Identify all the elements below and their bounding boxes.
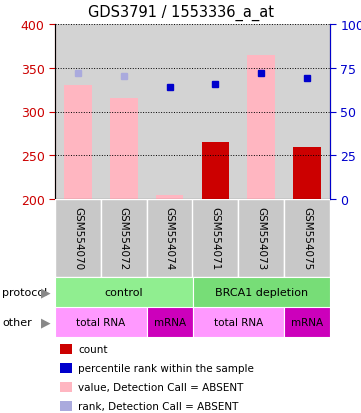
Text: GDS3791 / 1553336_a_at: GDS3791 / 1553336_a_at	[87, 5, 274, 21]
Text: BRCA1 depletion: BRCA1 depletion	[215, 287, 308, 297]
Bar	[110, 99, 138, 199]
Text: ▶: ▶	[41, 286, 51, 299]
Text: value, Detection Call = ABSENT: value, Detection Call = ABSENT	[78, 382, 243, 392]
Text: GSM554073: GSM554073	[256, 207, 266, 270]
Text: GSM554070: GSM554070	[73, 207, 83, 270]
Text: control: control	[104, 287, 143, 297]
Text: GSM554071: GSM554071	[210, 207, 221, 270]
Bar	[238, 199, 284, 277]
Bar	[192, 277, 330, 307]
Text: other: other	[2, 317, 32, 327]
Bar	[293, 147, 321, 199]
Text: mRNA: mRNA	[291, 317, 323, 327]
Text: total RNA: total RNA	[214, 317, 263, 327]
Text: count: count	[78, 344, 108, 354]
Bar	[55, 199, 101, 277]
Text: GSM554075: GSM554075	[302, 207, 312, 270]
Text: ▶: ▶	[41, 316, 51, 329]
Bar	[156, 195, 183, 199]
Bar	[192, 307, 284, 337]
Bar	[192, 199, 238, 277]
Bar	[64, 86, 92, 199]
Bar	[248, 55, 275, 199]
Text: GSM554074: GSM554074	[165, 207, 175, 270]
Text: GSM554072: GSM554072	[119, 207, 129, 270]
Bar	[284, 307, 330, 337]
Text: protocol: protocol	[2, 287, 47, 297]
Bar	[147, 199, 192, 277]
Bar	[55, 277, 192, 307]
Bar	[202, 143, 229, 199]
Text: mRNA: mRNA	[153, 317, 186, 327]
Bar	[147, 307, 192, 337]
Bar	[284, 199, 330, 277]
Text: rank, Detection Call = ABSENT: rank, Detection Call = ABSENT	[78, 401, 238, 411]
Bar	[55, 307, 147, 337]
Text: percentile rank within the sample: percentile rank within the sample	[78, 363, 254, 373]
Text: total RNA: total RNA	[76, 317, 126, 327]
Bar	[101, 199, 147, 277]
